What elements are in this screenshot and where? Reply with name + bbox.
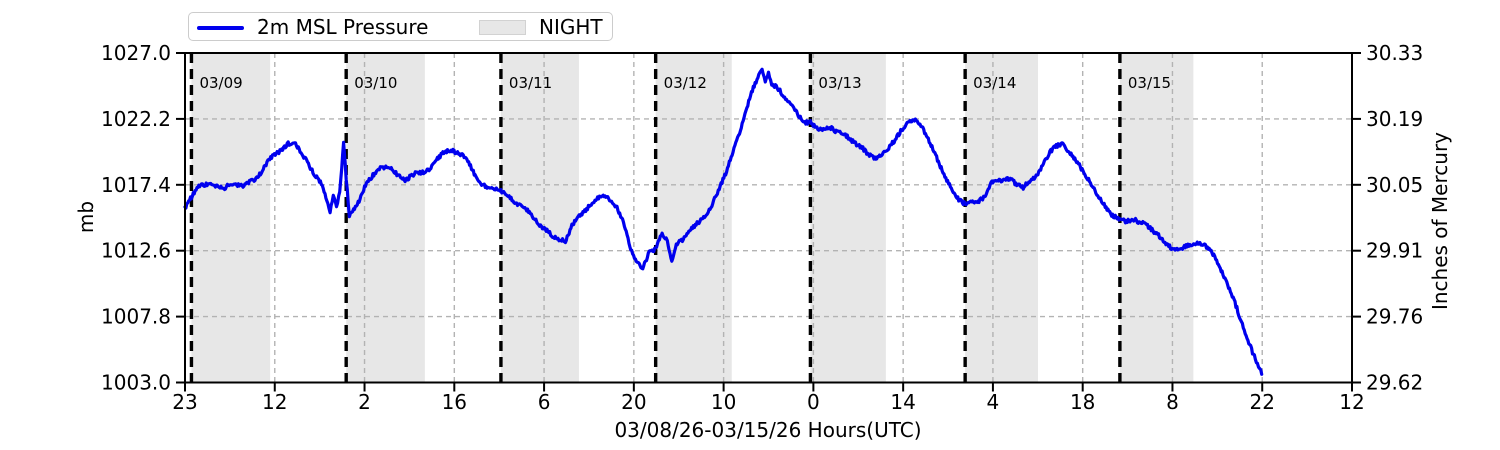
day-label: 03/15 — [1128, 74, 1171, 92]
day-label: 03/09 — [199, 74, 242, 92]
night-band — [191, 53, 271, 383]
x-tick-label: 6 — [538, 390, 551, 414]
x-tick-label: 14 — [890, 390, 915, 414]
y-tick-label-right: 29.91 — [1366, 239, 1423, 263]
legend-night-label: NIGHT — [539, 15, 603, 39]
y-tick-label-left: 1022.2 — [101, 107, 171, 131]
y-tick-label-left: 1007.8 — [101, 305, 171, 329]
night-band — [810, 53, 886, 383]
x-tick-label: 12 — [262, 390, 287, 414]
night-band — [500, 53, 579, 383]
day-label: 03/13 — [818, 74, 861, 92]
pressure-line-swatch-icon — [197, 26, 244, 30]
x-tick-label: 4 — [987, 390, 1000, 414]
y-tick-label-right: 30.19 — [1366, 107, 1423, 131]
x-tick-label: 20 — [621, 390, 646, 414]
y-tick-label-right: 30.33 — [1366, 41, 1423, 65]
y-tick-label-left: 1027.0 — [101, 41, 171, 65]
x-tick-label: 10 — [711, 390, 736, 414]
plot-border — [184, 52, 1353, 384]
x-axis-title: 03/08/26-03/15/26 Hours(UTC) — [614, 418, 921, 442]
x-tick-label: 22 — [1250, 390, 1275, 414]
night-band — [346, 53, 425, 383]
y-tick-label-right: 29.62 — [1366, 371, 1423, 395]
night-patch-swatch-icon — [479, 20, 526, 35]
legend-pressure-label: 2m MSL Pressure — [257, 15, 429, 39]
night-band — [655, 53, 732, 383]
day-label: 03/12 — [664, 74, 707, 92]
y-tick-label-left: 1012.6 — [101, 239, 171, 263]
y-tick-label-left: 1017.4 — [101, 173, 171, 197]
x-tick-label: 2 — [358, 390, 371, 414]
pressure-line — [183, 67, 1264, 376]
x-tick-label: 12 — [1339, 390, 1364, 414]
x-tick-label: 16 — [442, 390, 467, 414]
x-tick-label: 23 — [172, 390, 197, 414]
left-axis-title: mb — [74, 201, 98, 233]
night-band — [1119, 53, 1194, 383]
x-tick-label: 18 — [1070, 390, 1095, 414]
y-tick-label-right: 30.05 — [1366, 173, 1423, 197]
right-axis-title: Inches of Mercury — [1428, 132, 1452, 310]
y-tick-label-right: 29.76 — [1366, 305, 1423, 329]
y-tick-label-left: 1003.0 — [101, 371, 171, 395]
day-label: 03/10 — [354, 74, 397, 92]
x-tick-label: 0 — [807, 390, 820, 414]
night-band — [965, 53, 1039, 383]
legend: 2m MSL Pressure NIGHT — [188, 12, 613, 41]
day-label: 03/14 — [973, 74, 1016, 92]
x-tick-label: 8 — [1166, 390, 1179, 414]
day-label: 03/11 — [509, 74, 552, 92]
